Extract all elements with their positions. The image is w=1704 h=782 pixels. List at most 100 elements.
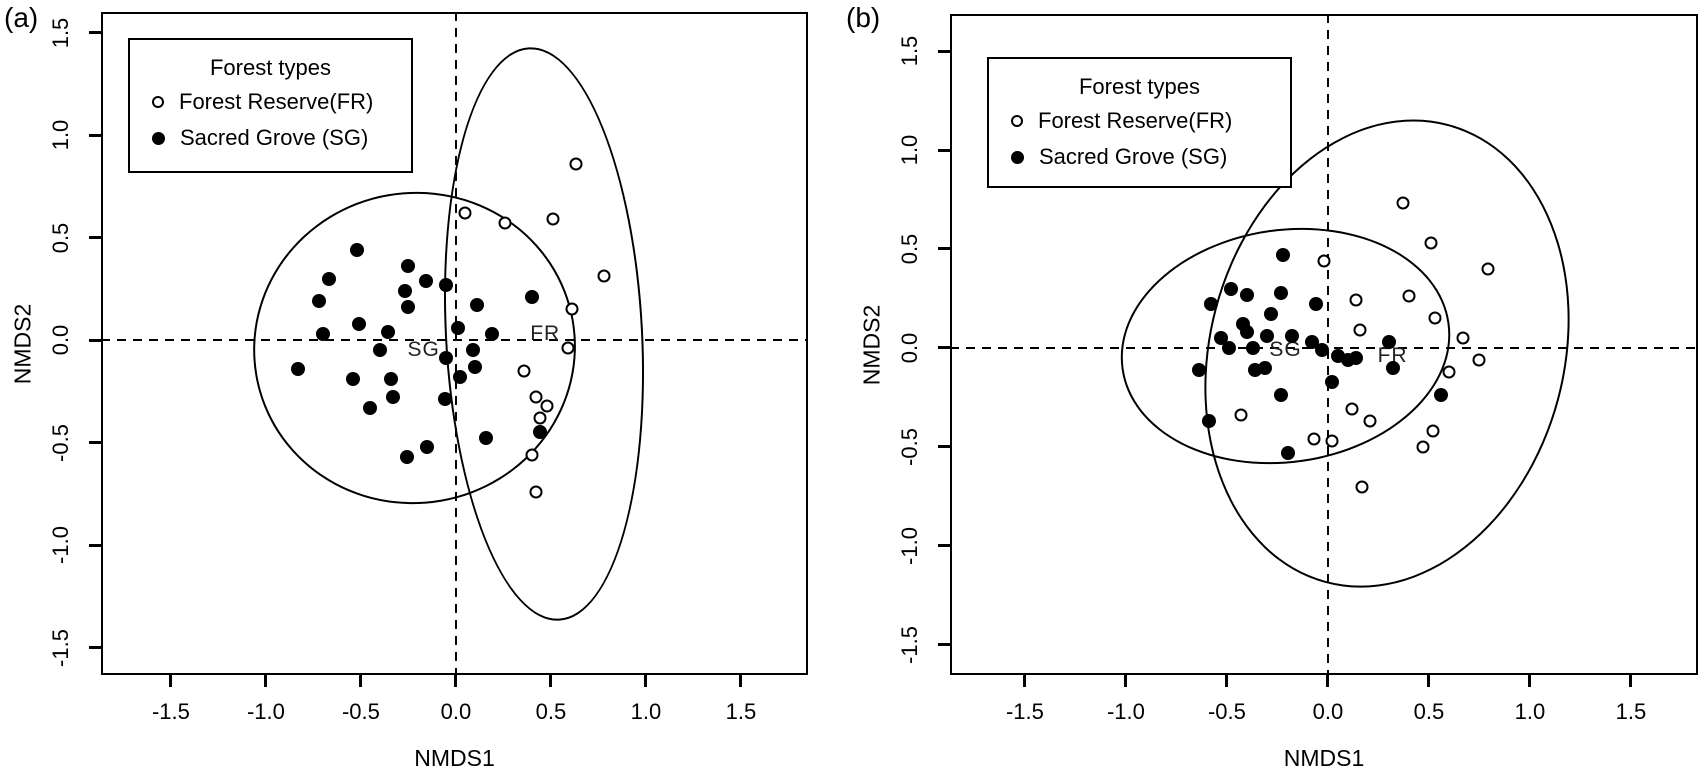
data-point-sg bbox=[1236, 317, 1251, 332]
y-tick bbox=[89, 646, 101, 650]
data-point-sg bbox=[372, 343, 387, 358]
x-tick-label: 1.5 bbox=[725, 699, 757, 724]
data-point-sg bbox=[1201, 414, 1216, 429]
data-point-sg bbox=[291, 361, 306, 376]
data-point-sg bbox=[452, 369, 467, 384]
panel-a-plot-border bbox=[101, 12, 808, 675]
data-point-sg bbox=[479, 431, 494, 446]
data-point-sg bbox=[380, 324, 395, 339]
y-tick bbox=[938, 148, 950, 152]
data-point-fr bbox=[546, 212, 560, 226]
y-tick-label: -0.5 bbox=[897, 427, 922, 466]
data-point-fr bbox=[597, 269, 611, 283]
legend-item-sacred-grove: Sacred Grove (SG) bbox=[989, 139, 1290, 175]
data-point-fr bbox=[561, 341, 575, 355]
data-point-fr bbox=[1355, 480, 1369, 494]
y-tick bbox=[938, 445, 950, 449]
data-point-fr bbox=[1416, 440, 1430, 454]
data-point-fr bbox=[1349, 293, 1363, 307]
y-tick-label: -1.5 bbox=[48, 628, 73, 667]
data-point-fr bbox=[517, 364, 531, 378]
legend-item-forest-reserve: Forest Reserve(FR) bbox=[130, 84, 411, 120]
x-tick-label: 1.5 bbox=[1615, 699, 1647, 724]
data-point-sg bbox=[315, 326, 330, 341]
panel-b-label: (b) bbox=[846, 2, 881, 33]
data-point-fr bbox=[1325, 434, 1339, 448]
data-point-fr bbox=[1317, 254, 1331, 268]
data-point-sg bbox=[1381, 335, 1396, 350]
x-tick-label: -1.5 bbox=[1005, 699, 1044, 724]
legend-item-sacred-grove: Sacred Grove (SG) bbox=[130, 120, 411, 156]
panel-b-legend: Forest types Forest Reserve(FR) Sacred G… bbox=[987, 57, 1292, 188]
y-tick bbox=[938, 247, 950, 251]
y-tick-label: -0.5 bbox=[48, 423, 73, 462]
y-tick bbox=[89, 441, 101, 445]
ellipse-sg bbox=[1105, 207, 1466, 485]
data-point-sg bbox=[532, 425, 547, 440]
data-point-sg bbox=[1240, 287, 1255, 302]
data-point-fr bbox=[1442, 365, 1456, 379]
x-tick bbox=[1629, 675, 1633, 687]
data-point-fr bbox=[1426, 424, 1440, 438]
data-point-sg bbox=[312, 294, 327, 309]
data-point-fr bbox=[525, 448, 539, 462]
zero-line-vertical bbox=[454, 12, 458, 675]
panel-b-plot-border bbox=[950, 14, 1698, 675]
y-tick bbox=[89, 543, 101, 547]
panel-a-legend: Forest types Forest Reserve(FR) Sacred G… bbox=[128, 38, 413, 173]
data-point-fr bbox=[1424, 236, 1438, 250]
zero-line-vertical bbox=[1326, 14, 1330, 675]
data-point-sg bbox=[1434, 388, 1449, 403]
data-point-sg bbox=[1280, 445, 1295, 460]
y-tick-label: -1.5 bbox=[897, 625, 922, 664]
x-tick bbox=[549, 675, 553, 687]
y-tick bbox=[938, 49, 950, 53]
data-point-sg bbox=[418, 273, 433, 288]
x-tick-label: 0.5 bbox=[1413, 699, 1445, 724]
data-point-sg bbox=[524, 289, 539, 304]
y-tick-label: 0.5 bbox=[48, 222, 73, 253]
x-tick bbox=[1225, 675, 1229, 687]
data-point-sg bbox=[439, 351, 454, 366]
data-point-fr bbox=[540, 399, 554, 413]
data-point-fr bbox=[1472, 353, 1486, 367]
data-point-fr bbox=[1402, 289, 1416, 303]
data-point-sg bbox=[1248, 362, 1263, 377]
x-tick bbox=[169, 675, 173, 687]
data-point-sg bbox=[1213, 331, 1228, 346]
x-tick-label: 0.0 bbox=[1312, 699, 1344, 724]
data-point-sg bbox=[1284, 329, 1299, 344]
data-point-sg bbox=[450, 320, 465, 335]
data-point-sg bbox=[1331, 348, 1346, 363]
y-tick bbox=[89, 133, 101, 137]
data-point-sg bbox=[401, 300, 416, 315]
data-point-fr bbox=[498, 216, 512, 230]
x-tick-label: 1.0 bbox=[630, 699, 662, 724]
x-tick-label: -1.0 bbox=[1106, 699, 1145, 724]
y-tick-label: 0.5 bbox=[897, 233, 922, 265]
data-point-sg bbox=[439, 277, 454, 292]
x-tick bbox=[1427, 675, 1431, 687]
x-tick-label: -0.5 bbox=[341, 699, 380, 724]
x-tick-label: 0.0 bbox=[440, 699, 472, 724]
data-point-sg bbox=[321, 271, 336, 286]
ellipse-sg bbox=[228, 166, 601, 530]
data-point-sg bbox=[1274, 388, 1289, 403]
centroid-label-fr: FR bbox=[530, 321, 561, 345]
legend-title: Forest types bbox=[209, 55, 332, 80]
x-tick-label: -1.5 bbox=[151, 699, 190, 724]
data-point-sg bbox=[350, 242, 365, 257]
data-point-sg bbox=[1221, 340, 1236, 355]
data-point-sg bbox=[397, 283, 412, 298]
data-point-sg bbox=[346, 371, 361, 386]
data-point-fr bbox=[1456, 331, 1470, 345]
data-point-fr bbox=[569, 157, 583, 171]
data-point-fr bbox=[533, 411, 547, 425]
legend-item-label: Forest Reserve(FR) bbox=[1038, 108, 1233, 133]
data-point-sg bbox=[469, 298, 484, 313]
data-point-sg bbox=[1203, 297, 1218, 312]
x-tick-label: -0.5 bbox=[1207, 699, 1246, 724]
